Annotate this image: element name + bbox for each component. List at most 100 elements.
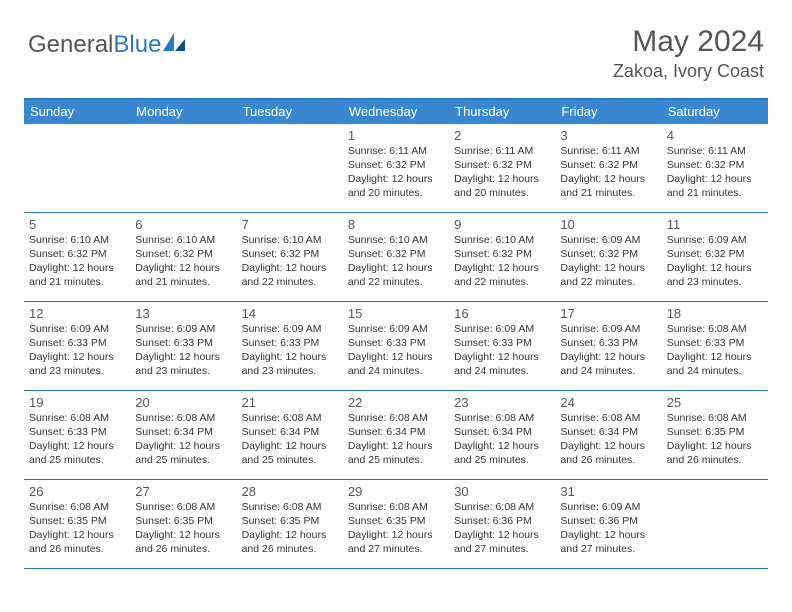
sunrise-line: Sunrise: 6:08 AM	[560, 412, 656, 426]
daylight-line-1: Daylight: 12 hours	[454, 529, 550, 543]
sunset-line: Sunset: 6:32 PM	[454, 159, 550, 173]
day-number: 13	[135, 305, 231, 322]
sunrise-line: Sunrise: 6:08 AM	[242, 412, 338, 426]
daylight-line-2: and 22 minutes.	[560, 276, 656, 290]
day-number: 31	[560, 483, 656, 500]
logo-text: GeneralBlue	[28, 31, 161, 59]
sunrise-line: Sunrise: 6:09 AM	[560, 501, 656, 515]
sunset-line: Sunset: 6:36 PM	[560, 515, 656, 529]
day-cell: 28Sunrise: 6:08 AMSunset: 6:35 PMDayligh…	[237, 480, 343, 568]
weekday-header: Sunday	[24, 100, 130, 124]
day-cell	[130, 124, 236, 212]
sunrise-line: Sunrise: 6:08 AM	[454, 501, 550, 515]
sunset-line: Sunset: 6:33 PM	[348, 337, 444, 351]
sunrise-line: Sunrise: 6:10 AM	[29, 234, 125, 248]
day-cell: 29Sunrise: 6:08 AMSunset: 6:35 PMDayligh…	[343, 480, 449, 568]
day-cell: 27Sunrise: 6:08 AMSunset: 6:35 PMDayligh…	[130, 480, 236, 568]
daylight-line-1: Daylight: 12 hours	[667, 440, 763, 454]
sunrise-line: Sunrise: 6:08 AM	[135, 501, 231, 515]
daylight-line-2: and 27 minutes.	[560, 543, 656, 557]
daylight-line-2: and 20 minutes.	[454, 187, 550, 201]
day-cell: 30Sunrise: 6:08 AMSunset: 6:36 PMDayligh…	[449, 480, 555, 568]
header: GeneralBlue May 2024 Zakoa, Ivory Coast	[0, 0, 792, 92]
sunrise-line: Sunrise: 6:08 AM	[135, 412, 231, 426]
daylight-line-2: and 26 minutes.	[135, 543, 231, 557]
daylight-line-1: Daylight: 12 hours	[348, 529, 444, 543]
sunset-line: Sunset: 6:32 PM	[29, 248, 125, 262]
weekday-header: Friday	[555, 100, 661, 124]
day-number: 15	[348, 305, 444, 322]
sunrise-line: Sunrise: 6:08 AM	[29, 501, 125, 515]
logo: GeneralBlue	[28, 31, 185, 59]
sunrise-line: Sunrise: 6:09 AM	[560, 234, 656, 248]
daylight-line-1: Daylight: 12 hours	[560, 351, 656, 365]
daylight-line-2: and 22 minutes.	[242, 276, 338, 290]
day-number: 9	[454, 216, 550, 233]
title-block: May 2024 Zakoa, Ivory Coast	[613, 25, 764, 82]
sunset-line: Sunset: 6:32 PM	[135, 248, 231, 262]
daylight-line-1: Daylight: 12 hours	[667, 173, 763, 187]
day-cell	[237, 124, 343, 212]
sunrise-line: Sunrise: 6:11 AM	[667, 145, 763, 159]
daylight-line-1: Daylight: 12 hours	[348, 440, 444, 454]
sunrise-line: Sunrise: 6:10 AM	[242, 234, 338, 248]
logo-word-general: General	[28, 31, 113, 58]
daylight-line-2: and 25 minutes.	[29, 454, 125, 468]
day-number: 25	[667, 394, 763, 411]
sunset-line: Sunset: 6:33 PM	[667, 337, 763, 351]
sunset-line: Sunset: 6:33 PM	[560, 337, 656, 351]
day-number: 14	[242, 305, 338, 322]
daylight-line-1: Daylight: 12 hours	[135, 262, 231, 276]
page-title: May 2024	[613, 25, 764, 59]
day-number: 12	[29, 305, 125, 322]
day-number: 8	[348, 216, 444, 233]
daylight-line-2: and 25 minutes.	[242, 454, 338, 468]
daylight-line-2: and 23 minutes.	[242, 365, 338, 379]
sunrise-line: Sunrise: 6:10 AM	[348, 234, 444, 248]
day-cell: 17Sunrise: 6:09 AMSunset: 6:33 PMDayligh…	[555, 302, 661, 390]
day-cell: 20Sunrise: 6:08 AMSunset: 6:34 PMDayligh…	[130, 391, 236, 479]
weekday-header: Wednesday	[343, 100, 449, 124]
sunset-line: Sunset: 6:32 PM	[560, 159, 656, 173]
day-cell: 3Sunrise: 6:11 AMSunset: 6:32 PMDaylight…	[555, 124, 661, 212]
daylight-line-1: Daylight: 12 hours	[560, 440, 656, 454]
daylight-line-2: and 21 minutes.	[135, 276, 231, 290]
day-number: 11	[667, 216, 763, 233]
day-cell: 1Sunrise: 6:11 AMSunset: 6:32 PMDaylight…	[343, 124, 449, 212]
daylight-line-2: and 21 minutes.	[560, 187, 656, 201]
sunrise-line: Sunrise: 6:08 AM	[348, 501, 444, 515]
daylight-line-2: and 24 minutes.	[454, 365, 550, 379]
day-cell: 7Sunrise: 6:10 AMSunset: 6:32 PMDaylight…	[237, 213, 343, 301]
weekday-header: Saturday	[662, 100, 768, 124]
sunrise-line: Sunrise: 6:08 AM	[348, 412, 444, 426]
day-number: 5	[29, 216, 125, 233]
daylight-line-1: Daylight: 12 hours	[348, 173, 444, 187]
sunrise-line: Sunrise: 6:08 AM	[667, 323, 763, 337]
sunset-line: Sunset: 6:35 PM	[29, 515, 125, 529]
daylight-line-1: Daylight: 12 hours	[29, 529, 125, 543]
daylight-line-2: and 27 minutes.	[454, 543, 550, 557]
daylight-line-1: Daylight: 12 hours	[348, 262, 444, 276]
daylight-line-2: and 24 minutes.	[560, 365, 656, 379]
sunset-line: Sunset: 6:32 PM	[667, 248, 763, 262]
day-number: 29	[348, 483, 444, 500]
sunset-line: Sunset: 6:35 PM	[667, 426, 763, 440]
daylight-line-1: Daylight: 12 hours	[242, 262, 338, 276]
sunrise-line: Sunrise: 6:11 AM	[454, 145, 550, 159]
daylight-line-1: Daylight: 12 hours	[454, 351, 550, 365]
day-cell: 11Sunrise: 6:09 AMSunset: 6:32 PMDayligh…	[662, 213, 768, 301]
sunrise-line: Sunrise: 6:09 AM	[242, 323, 338, 337]
day-number: 3	[560, 127, 656, 144]
day-number: 28	[242, 483, 338, 500]
sunset-line: Sunset: 6:32 PM	[667, 159, 763, 173]
sunset-line: Sunset: 6:32 PM	[560, 248, 656, 262]
weekday-header: Monday	[130, 100, 236, 124]
sunrise-line: Sunrise: 6:08 AM	[242, 501, 338, 515]
daylight-line-1: Daylight: 12 hours	[667, 262, 763, 276]
sunset-line: Sunset: 6:33 PM	[135, 337, 231, 351]
daylight-line-1: Daylight: 12 hours	[454, 173, 550, 187]
day-cell: 25Sunrise: 6:08 AMSunset: 6:35 PMDayligh…	[662, 391, 768, 479]
sunset-line: Sunset: 6:34 PM	[560, 426, 656, 440]
day-cell: 4Sunrise: 6:11 AMSunset: 6:32 PMDaylight…	[662, 124, 768, 212]
daylight-line-1: Daylight: 12 hours	[242, 351, 338, 365]
